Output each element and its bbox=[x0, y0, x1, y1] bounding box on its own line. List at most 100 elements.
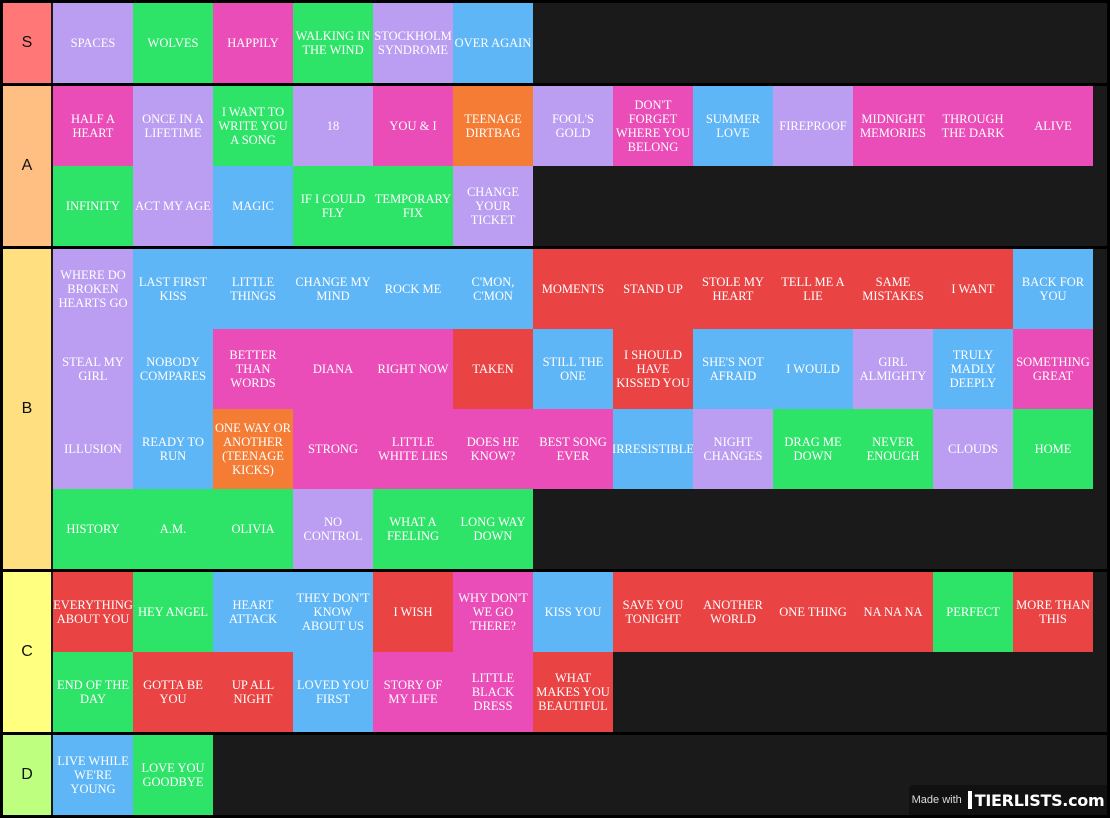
tier-item[interactable]: STAND UP bbox=[613, 249, 693, 329]
tier-item[interactable]: DON'T FORGET WHERE YOU BELONG bbox=[613, 86, 693, 166]
tier-item[interactable]: ONE WAY OR ANOTHER (TEENAGE KICKS) bbox=[213, 409, 293, 489]
tier-item[interactable]: TEMPORARY FIX bbox=[373, 166, 453, 246]
tier-item[interactable]: NIGHT CHANGES bbox=[693, 409, 773, 489]
tier-item[interactable]: HALF A HEART bbox=[53, 86, 133, 166]
tier-item-label: FIREPROOF bbox=[779, 119, 847, 133]
tier-item[interactable]: ONE THING bbox=[773, 572, 853, 652]
tier-item[interactable]: STRONG bbox=[293, 409, 373, 489]
tier-item[interactable]: TRULY MADLY DEEPLY bbox=[933, 329, 1013, 409]
tier-item[interactable]: IF I COULD FLY bbox=[293, 166, 373, 246]
tier-item[interactable]: ANOTHER WORLD bbox=[693, 572, 773, 652]
tier-item[interactable]: HISTORY bbox=[53, 489, 133, 569]
tier-item[interactable]: SPACES bbox=[53, 3, 133, 83]
tier-item[interactable]: UP ALL NIGHT bbox=[213, 652, 293, 732]
tier-item-label: YOU & I bbox=[389, 119, 437, 133]
tier-item[interactable]: SHE'S NOT AFRAID bbox=[693, 329, 773, 409]
tier-item[interactable]: ACT MY AGE bbox=[133, 166, 213, 246]
tier-item[interactable]: THEY DON'T KNOW ABOUT US bbox=[293, 572, 373, 652]
tier-item[interactable]: STEAL MY GIRL bbox=[53, 329, 133, 409]
tier-item[interactable]: WHY DON'T WE GO THERE? bbox=[453, 572, 533, 652]
tier-item[interactable]: MORE THAN THIS bbox=[1013, 572, 1093, 652]
tier-item[interactable]: EVERYTHING ABOUT YOU bbox=[53, 572, 133, 652]
tier-item[interactable]: LITTLE WHITE LIES bbox=[373, 409, 453, 489]
tier-item[interactable]: SUMMER LOVE bbox=[693, 86, 773, 166]
tier-item[interactable]: KISS YOU bbox=[533, 572, 613, 652]
tier-item[interactable]: SOMETHING GREAT bbox=[1013, 329, 1093, 409]
tier-item[interactable]: HOME bbox=[1013, 409, 1093, 489]
tier-item[interactable]: STILL THE ONE bbox=[533, 329, 613, 409]
tier-item[interactable]: STOCKHOLM SYNDROME bbox=[373, 3, 453, 83]
tier-item[interactable]: ILLUSION bbox=[53, 409, 133, 489]
tier-item[interactable]: WHAT A FEELING bbox=[373, 489, 453, 569]
tier-item[interactable]: WHERE DO BROKEN HEARTS GO bbox=[53, 249, 133, 329]
tier-item[interactable]: DIANA bbox=[293, 329, 373, 409]
tier-item[interactable]: CLOUDS bbox=[933, 409, 1013, 489]
tier-item[interactable]: HAPPILY bbox=[213, 3, 293, 83]
tier-item[interactable]: FIREPROOF bbox=[773, 86, 853, 166]
tier-item[interactable]: WHAT MAKES YOU BEAUTIFUL bbox=[533, 652, 613, 732]
tier-item[interactable]: END OF THE DAY bbox=[53, 652, 133, 732]
tier-label-a[interactable]: A bbox=[3, 86, 51, 246]
tier-item[interactable]: LITTLE BLACK DRESS bbox=[453, 652, 533, 732]
tier-item[interactable]: THROUGH THE DARK bbox=[933, 86, 1013, 166]
tier-item[interactable]: INFINITY bbox=[53, 166, 133, 246]
tier-item[interactable]: CHANGE YOUR TICKET bbox=[453, 166, 533, 246]
tier-item[interactable]: LAST FIRST KISS bbox=[133, 249, 213, 329]
tier-item[interactable]: WOLVES bbox=[133, 3, 213, 83]
tier-item[interactable]: PERFECT bbox=[933, 572, 1013, 652]
tier-item[interactable]: OLIVIA bbox=[213, 489, 293, 569]
tier-item[interactable]: DRAG ME DOWN bbox=[773, 409, 853, 489]
tier-label-c[interactable]: C bbox=[3, 572, 51, 732]
tier-item[interactable]: IRRESISTIBLE bbox=[613, 409, 693, 489]
tier-item[interactable]: TEENAGE DIRTBAG bbox=[453, 86, 533, 166]
tier-item[interactable]: NO CONTROL bbox=[293, 489, 373, 569]
tier-item[interactable]: BACK FOR YOU bbox=[1013, 249, 1093, 329]
tier-item[interactable]: I SHOULD HAVE KISSED YOU bbox=[613, 329, 693, 409]
tier-item[interactable]: MAGIC bbox=[213, 166, 293, 246]
tier-item[interactable]: LOVED YOU FIRST bbox=[293, 652, 373, 732]
tier-item[interactable]: I WOULD bbox=[773, 329, 853, 409]
tier-item[interactable]: ONCE IN A LIFETIME bbox=[133, 86, 213, 166]
tier-label-d[interactable]: D bbox=[3, 735, 51, 815]
watermark[interactable]: Made with TIERLISTS.com bbox=[909, 785, 1107, 815]
tier-item[interactable]: FOOL'S GOLD bbox=[533, 86, 613, 166]
tier-item[interactable]: ROCK ME bbox=[373, 249, 453, 329]
tier-item[interactable]: HEART ATTACK bbox=[213, 572, 293, 652]
tier-item[interactable]: SAME MISTAKES bbox=[853, 249, 933, 329]
tier-item[interactable]: A.M. bbox=[133, 489, 213, 569]
tier-item[interactable]: LOVE YOU GOODBYE bbox=[133, 735, 213, 815]
tier-item[interactable]: RIGHT NOW bbox=[373, 329, 453, 409]
tier-item[interactable]: NA NA NA bbox=[853, 572, 933, 652]
tier-item[interactable]: HEY ANGEL bbox=[133, 572, 213, 652]
tier-label-s[interactable]: S bbox=[3, 3, 51, 83]
tier-item[interactable]: BETTER THAN WORDS bbox=[213, 329, 293, 409]
tier-item[interactable]: LITTLE THINGS bbox=[213, 249, 293, 329]
tier-item[interactable]: YOU & I bbox=[373, 86, 453, 166]
tier-item[interactable]: WALKING IN THE WIND bbox=[293, 3, 373, 83]
tier-item[interactable]: 18 bbox=[293, 86, 373, 166]
tier-item[interactable]: NEVER ENOUGH bbox=[853, 409, 933, 489]
tier-item[interactable]: GIRL ALMIGHTY bbox=[853, 329, 933, 409]
tier-item[interactable]: SAVE YOU TONIGHT bbox=[613, 572, 693, 652]
tier-item[interactable]: ALIVE bbox=[1013, 86, 1093, 166]
tier-item[interactable]: LIVE WHILE WE'RE YOUNG bbox=[53, 735, 133, 815]
tier-item[interactable]: I WANT TO WRITE YOU A SONG bbox=[213, 86, 293, 166]
tier-item[interactable]: TAKEN bbox=[453, 329, 533, 409]
tier-item[interactable]: STOLE MY HEART bbox=[693, 249, 773, 329]
tier-item[interactable]: BEST SONG EVER bbox=[533, 409, 613, 489]
tier-item[interactable]: DOES HE KNOW? bbox=[453, 409, 533, 489]
tier-item[interactable]: CHANGE MY MIND bbox=[293, 249, 373, 329]
tier-item[interactable]: OVER AGAIN bbox=[453, 3, 533, 83]
tier-item[interactable]: MOMENTS bbox=[533, 249, 613, 329]
tier-item[interactable]: NOBODY COMPARES bbox=[133, 329, 213, 409]
tier-item[interactable]: READY TO RUN bbox=[133, 409, 213, 489]
tier-item[interactable]: I WISH bbox=[373, 572, 453, 652]
tier-item[interactable]: GOTTA BE YOU bbox=[133, 652, 213, 732]
tier-item[interactable]: MIDNIGHT MEMORIES bbox=[853, 86, 933, 166]
tier-item[interactable]: LONG WAY DOWN bbox=[453, 489, 533, 569]
tier-label-b[interactable]: B bbox=[3, 249, 51, 569]
tier-item[interactable]: I WANT bbox=[933, 249, 1013, 329]
tier-item[interactable]: STORY OF MY LIFE bbox=[373, 652, 453, 732]
tier-item[interactable]: C'MON, C'MON bbox=[453, 249, 533, 329]
tier-item[interactable]: TELL ME A LIE bbox=[773, 249, 853, 329]
